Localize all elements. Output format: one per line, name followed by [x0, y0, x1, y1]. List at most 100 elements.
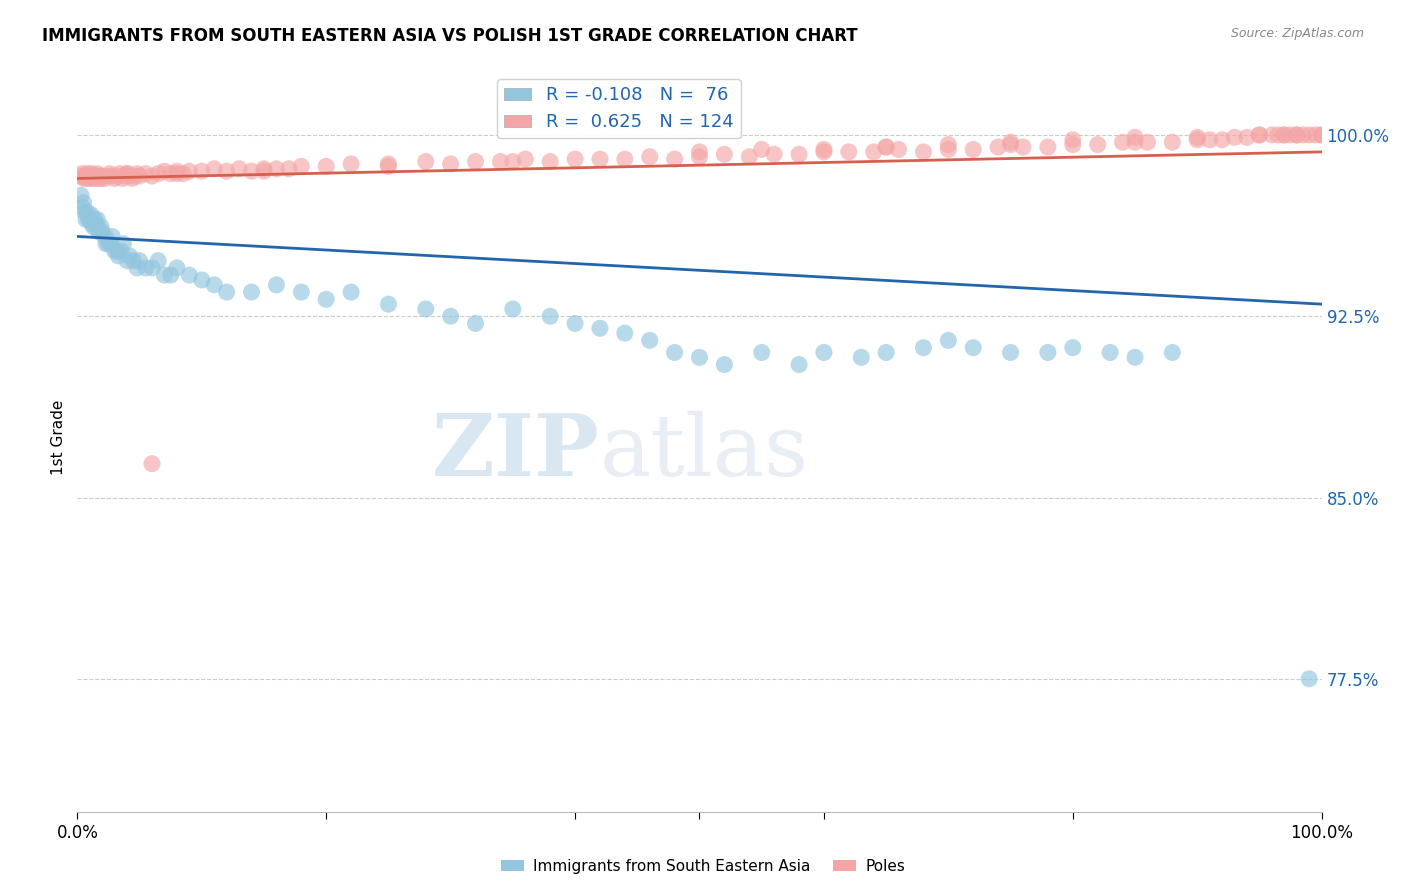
Point — [938, 137, 960, 152]
Point — [464, 154, 486, 169]
Point — [340, 285, 363, 299]
Point — [787, 147, 810, 161]
Point — [82, 171, 104, 186]
Point — [1036, 140, 1059, 154]
Point — [1285, 128, 1308, 142]
Point — [228, 161, 250, 176]
Point — [738, 150, 761, 164]
Point — [91, 169, 114, 183]
Point — [377, 160, 399, 174]
Point — [1087, 137, 1109, 152]
Point — [202, 161, 225, 176]
Point — [962, 143, 984, 157]
Point — [564, 152, 586, 166]
Point — [1310, 128, 1333, 142]
Point — [489, 154, 512, 169]
Point — [875, 345, 897, 359]
Point — [1292, 128, 1315, 142]
Point — [80, 208, 103, 222]
Point — [440, 157, 463, 171]
Point — [115, 253, 138, 268]
Point — [141, 457, 163, 471]
Point — [253, 161, 276, 176]
Point — [1062, 341, 1084, 355]
Point — [118, 249, 141, 263]
Point — [108, 167, 131, 181]
Point — [77, 212, 100, 227]
Y-axis label: 1st Grade: 1st Grade — [51, 400, 66, 475]
Point — [875, 140, 897, 154]
Point — [79, 212, 101, 227]
Point — [72, 195, 94, 210]
Point — [315, 160, 337, 174]
Point — [290, 285, 312, 299]
Point — [100, 236, 122, 251]
Point — [93, 229, 115, 244]
Point — [266, 277, 288, 292]
Text: IMMIGRANTS FROM SOUTH EASTERN ASIA VS POLISH 1ST GRADE CORRELATION CHART: IMMIGRANTS FROM SOUTH EASTERN ASIA VS PO… — [42, 27, 858, 45]
Point — [638, 150, 661, 164]
Point — [105, 169, 128, 183]
Point — [751, 345, 773, 359]
Text: atlas: atlas — [600, 410, 808, 493]
Point — [76, 167, 98, 181]
Point — [713, 358, 735, 372]
Point — [1123, 351, 1146, 365]
Point — [1161, 135, 1184, 149]
Point — [70, 188, 93, 202]
Point — [875, 140, 897, 154]
Point — [1236, 130, 1258, 145]
Point — [962, 341, 984, 355]
Point — [159, 268, 181, 282]
Text: Source: ZipAtlas.com: Source: ZipAtlas.com — [1230, 27, 1364, 40]
Point — [72, 171, 94, 186]
Point — [415, 154, 437, 169]
Point — [1062, 133, 1084, 147]
Point — [141, 260, 163, 275]
Point — [689, 145, 711, 159]
Point — [1267, 128, 1289, 142]
Point — [464, 317, 486, 331]
Point — [166, 167, 188, 181]
Point — [73, 205, 96, 219]
Point — [813, 345, 835, 359]
Point — [377, 157, 399, 171]
Point — [148, 167, 170, 181]
Point — [689, 351, 711, 365]
Point — [172, 167, 194, 181]
Point — [148, 253, 170, 268]
Point — [80, 167, 103, 181]
Point — [96, 169, 118, 183]
Point — [1000, 137, 1022, 152]
Point — [613, 152, 636, 166]
Point — [84, 169, 107, 183]
Point — [862, 145, 884, 159]
Point — [664, 345, 686, 359]
Point — [83, 169, 105, 183]
Point — [763, 147, 786, 161]
Point — [1272, 128, 1295, 142]
Point — [277, 161, 299, 176]
Point — [72, 201, 94, 215]
Point — [315, 293, 337, 307]
Point — [83, 219, 105, 234]
Point — [70, 169, 93, 183]
Point — [90, 171, 112, 186]
Point — [93, 171, 115, 186]
Point — [107, 249, 129, 263]
Point — [1000, 135, 1022, 149]
Point — [135, 260, 157, 275]
Point — [1161, 345, 1184, 359]
Point — [91, 225, 114, 239]
Point — [110, 244, 132, 258]
Legend: Immigrants from South Eastern Asia, Poles: Immigrants from South Eastern Asia, Pole… — [495, 853, 911, 880]
Point — [135, 167, 157, 181]
Point — [101, 229, 124, 244]
Point — [1198, 133, 1220, 147]
Point — [266, 161, 288, 176]
Point — [202, 277, 225, 292]
Point — [87, 225, 110, 239]
Point — [912, 145, 935, 159]
Point — [121, 171, 143, 186]
Point — [159, 167, 181, 181]
